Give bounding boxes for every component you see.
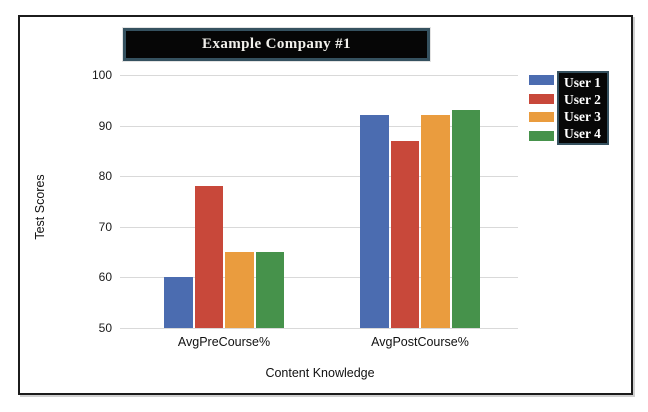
legend-swatch-user-3 [529,112,554,123]
y-tick-label-70: 70 [98,219,112,234]
bar-user-4-avgpostcourse [451,110,480,328]
gridline-60 [120,277,518,279]
y-tick-label-60: 60 [98,270,112,285]
gridline-80 [120,176,518,178]
legend: User 1 User 2 User 3 User 4 [529,71,609,145]
legend-labels: User 1 User 2 User 3 User 4 [557,71,609,145]
legend-label-user-1: User 1 [564,75,601,90]
legend-swatch-user-4 [529,130,554,141]
legend-label-user-2: User 2 [564,92,601,107]
y-tick-label-100: 100 [91,68,112,82]
y-axis-title: Test Scores [33,174,47,240]
gridline-90 [120,125,518,127]
chart-title: Example Company #1 [202,36,351,52]
legend-swatch-user-1 [529,75,554,86]
x-axis-title: Content Knowledge [265,366,375,380]
y-tick-label-90: 90 [98,118,112,133]
bar-user-3-avgpostcourse [421,115,450,328]
bar-group-avgprecourse [164,75,284,328]
bar-user-2-avgprecourse [194,186,223,328]
y-tick-label-80: 80 [98,169,112,184]
y-tick-label-50: 50 [98,321,112,335]
gridline-100 [120,75,518,76]
legend-swatches [529,71,554,145]
bar-user-4-avgprecourse [255,252,284,328]
gridline-70 [120,226,518,228]
legend-label-user-3: User 3 [564,109,601,124]
legend-label-user-4: User 4 [564,126,601,141]
gridline-50 [120,328,518,329]
bar-user-1-avgprecourse [164,277,193,328]
chart-title-box: Example Company #1 [123,28,430,61]
bar-user-1-avgpostcourse [360,115,389,328]
legend-swatch-user-2 [529,93,554,104]
plot-area: 100 90 80 70 60 50 AvgPreCourse% AvgPostCourse… [92,68,518,349]
bar-user-2-avgpostcourse [390,140,419,328]
bar-group-avgpostcourse [360,75,480,328]
x-category-label-avgprecourse: AvgPreCourse% [177,335,271,349]
bar-user-3-avgprecourse [225,252,254,328]
x-category-label-avgpostcourse: AvgPostCourse% [371,335,469,349]
